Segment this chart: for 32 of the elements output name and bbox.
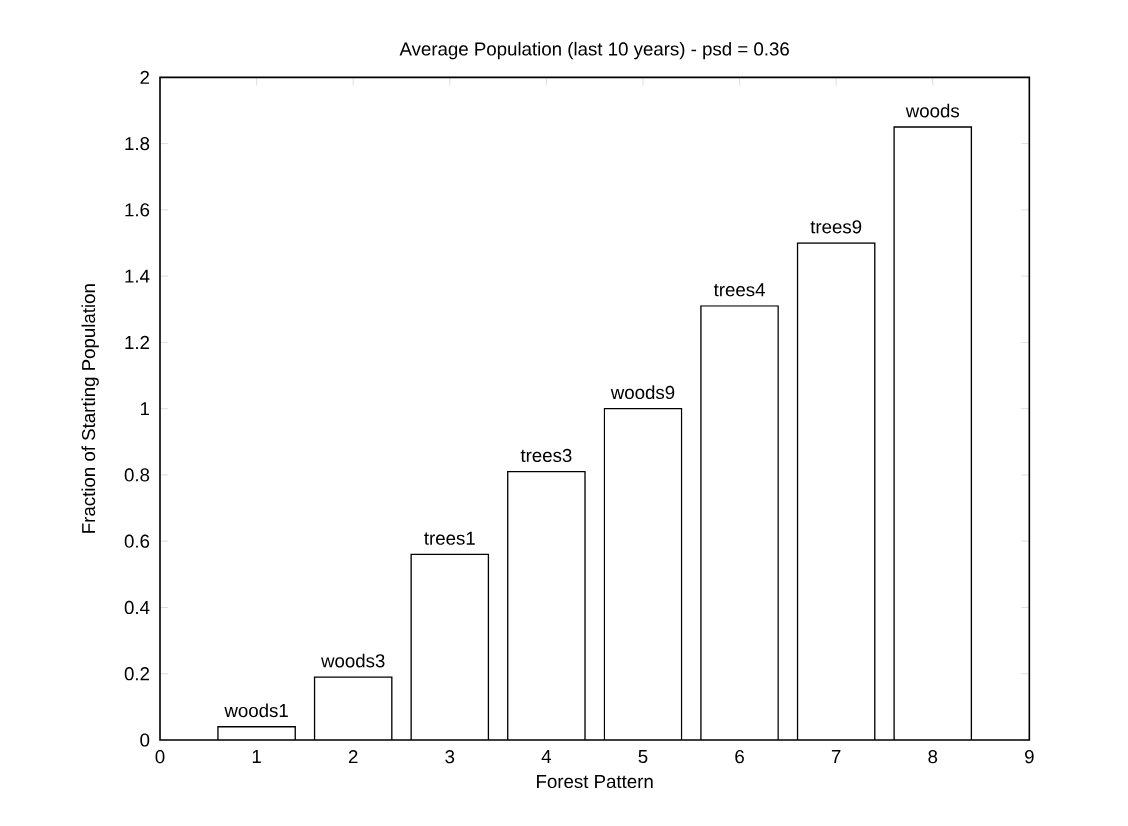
y-tick-label: 0.6 xyxy=(124,534,150,548)
x-axis-title: Forest Pattern xyxy=(537,775,653,789)
chart-title: Average Population (last 10 years) - psd = 0.36 xyxy=(399,41,789,60)
y-tick-label: 1 xyxy=(141,402,150,416)
annotation: trees4 xyxy=(713,283,765,297)
y-tick-label: 0.4 xyxy=(124,600,150,615)
annotation: woods xyxy=(905,103,960,118)
annotation: trees9 xyxy=(810,220,862,234)
y-tick-label: 1.6 xyxy=(125,203,150,217)
y-tick-label: 1.4 xyxy=(125,269,150,283)
y-tick-label: 1.8 xyxy=(125,136,150,151)
x-tick-label: 9 xyxy=(1025,750,1034,764)
x-tick-label: 0 xyxy=(155,750,165,764)
y-tick-label: 0.2 xyxy=(124,667,150,681)
y-tick-label: 2 xyxy=(140,70,150,84)
annotation: trees1 xyxy=(424,531,475,545)
x-tick-label: 6 xyxy=(735,750,744,764)
x-tick-label: 8 xyxy=(928,750,938,764)
x-tick-label: 3 xyxy=(445,750,455,764)
y-tick-label: 1.2 xyxy=(125,335,150,349)
annotation: woods1 xyxy=(224,703,288,718)
annotation: trees3 xyxy=(520,448,572,463)
x-tick-label: 5 xyxy=(638,750,648,764)
x-tick-label: 2 xyxy=(348,750,358,764)
x-tick-label: 1 xyxy=(252,750,261,763)
x-tick-label: 7 xyxy=(831,750,841,763)
y-axis-title: Fraction of Starting Population xyxy=(81,284,99,533)
y-tick-label: 0.8 xyxy=(124,468,150,482)
annotation: woods9 xyxy=(610,385,675,400)
y-tick-label: 0 xyxy=(140,733,150,747)
annotation: woods3 xyxy=(321,653,385,668)
x-tick-label: 4 xyxy=(541,750,552,763)
